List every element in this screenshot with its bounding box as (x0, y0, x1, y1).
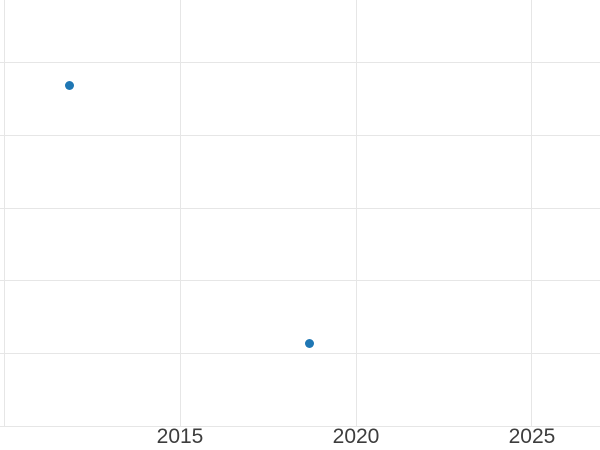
gridline-horizontal (0, 134, 600, 136)
data-point (64, 81, 74, 91)
gridline-horizontal (0, 353, 600, 355)
x-tick-label: 2015 (156, 424, 204, 448)
gridline-vertical (355, 0, 357, 427)
gridline-horizontal (0, 425, 600, 427)
x-tick-label: 2025 (508, 424, 556, 448)
gridline-vertical (3, 0, 5, 427)
gridline-horizontal (0, 280, 600, 282)
gridline-horizontal (0, 207, 600, 209)
gridline-horizontal (0, 61, 600, 63)
gridline-vertical (531, 0, 533, 427)
data-point (305, 338, 315, 348)
gridline-vertical (179, 0, 181, 427)
x-tick-label: 2020 (332, 424, 380, 448)
